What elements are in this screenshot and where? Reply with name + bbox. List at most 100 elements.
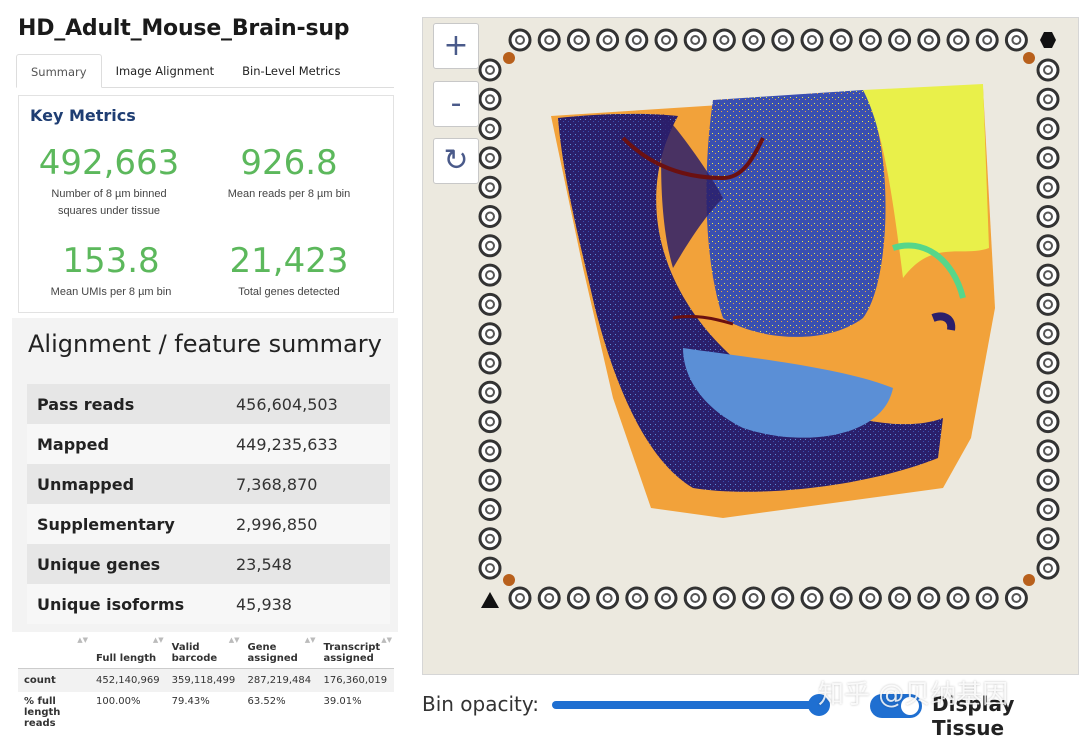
table-row: Supplementary 2,996,850 [27,504,390,544]
row-value: 449,235,633 [236,424,390,464]
fiducial-ring-center [485,563,495,574]
fiducial-ring-center [923,35,934,45]
fiducial-ring-center [485,123,495,134]
fiducial-ring-center [1043,445,1053,456]
fiducial-ring-center [485,152,495,163]
fiducial-ring-center [631,593,642,603]
fiducial-ring [478,439,502,463]
fiducial-ring-center [1043,270,1053,281]
fiducial-ring-center [719,593,730,603]
fiducial-ring-center [1043,387,1053,398]
fiducial-ring-center [1011,35,1022,45]
fiducial-ring [478,58,502,82]
table-cell: 287,219,484 [241,668,318,692]
toggle-knob[interactable] [901,697,919,715]
row-label: Supplementary [27,504,236,544]
row-label: % full length reads [24,696,61,729]
row-label: count [18,668,90,692]
fiducial-ring [478,263,502,287]
orientation-triangle-marker [481,592,499,608]
column-header[interactable]: ▲▼ [18,634,90,669]
fiducial-frame [478,28,1060,610]
metric-mean-reads: 926.8 Mean reads per 8 µm bin [199,144,379,203]
fiducial-ring-center [573,35,584,45]
fiducial-ring [1004,28,1028,52]
fiducial-ring [946,28,970,52]
fiducial-ring [478,527,502,551]
tissue-image [478,28,1060,610]
fiducial-ring [508,586,532,610]
fiducial-ring-center [836,35,847,45]
slider-track[interactable] [552,701,822,709]
fiducial-ring [712,586,736,610]
fiducial-ring-center [748,593,759,603]
fiducial-ring [478,380,502,404]
read-counts-table-container: ▲▼ ▲▼ Full length ▲▼ Valid barcode ▲▼ Gene … [18,634,394,733]
table-cell: 39.01% [323,696,362,707]
fiducial-ring [478,292,502,316]
fiducial-ring [1036,146,1060,170]
reset-view-button[interactable]: ↻ [433,138,479,184]
fiducial-ring [478,175,502,199]
table-header-row: ▲▼ ▲▼ Full length ▲▼ Valid barcode ▲▼ Gene … [18,634,394,669]
fiducial-ring [566,586,590,610]
column-header-transcript-assigned[interactable]: ▲▼ Transcript assigned [317,634,394,669]
row-value: 7,368,870 [236,464,390,504]
fiducial-ring [771,28,795,52]
corner-marker [503,52,515,64]
fiducial-ring [683,28,707,52]
fiducial-ring-center [1043,504,1053,515]
fiducial-ring [478,205,502,228]
fiducial-ring [478,87,502,111]
fiducial-ring-center [777,593,788,603]
row-label: Unmapped [27,464,236,504]
summary-panel: HD_Adult_Mouse_Brain-sup Summary Image A… [0,0,400,739]
fiducial-ring [975,586,999,610]
read-counts-table: ▲▼ ▲▼ Full length ▲▼ Valid barcode ▲▼ Gene … [18,634,394,733]
row-value: 456,604,503 [236,384,390,424]
zoom-in-button[interactable]: + [433,23,479,69]
fiducial-ring-center [485,94,495,105]
fiducial-ring [1036,292,1060,316]
column-header-gene-assigned[interactable]: ▲▼ Gene assigned [241,634,318,669]
metric-value: 21,423 [229,241,349,281]
fiducial-ring [478,351,502,375]
metric-total-genes: 21,423 Total genes detected [199,242,379,301]
fiducial-ring-center [602,35,613,45]
fiducial-ring-center [953,35,963,45]
fiducial-ring [917,586,941,610]
fiducial-ring [1036,556,1060,580]
tab-image-alignment[interactable]: Image Alignment [115,64,215,78]
column-header-full-length[interactable]: ▲▼ Full length [90,634,166,669]
sort-icon: ▲▼ [381,636,392,644]
row-label: Mapped [27,424,236,464]
fiducial-ring-center [661,593,671,603]
fiducial-ring [566,28,590,52]
fiducial-ring [478,468,502,492]
fiducial-ring-center [777,35,788,45]
tab-bin-level-metrics[interactable]: Bin-Level Metrics [242,64,341,78]
slider-handle[interactable] [808,694,830,716]
table-cell: 176,360,019 [317,668,394,692]
fiducial-ring [1036,468,1060,492]
fiducial-ring [654,28,678,52]
fiducial-ring [478,117,502,141]
table-row: Pass reads 456,604,503 [27,384,390,424]
fiducial-ring [683,586,707,610]
metric-value: 492,663 [38,143,180,183]
fiducial-ring-center [515,35,525,45]
fiducial-ring [771,586,795,610]
fiducial-ring-center [1011,593,1022,603]
tab-summary[interactable]: Summary [16,54,102,88]
display-tissue-toggle[interactable] [870,694,922,718]
fiducial-ring [1036,351,1060,375]
bin-opacity-slider[interactable] [552,694,830,716]
tissue-image-viewer[interactable]: + - ↻ [422,17,1079,675]
fiducial-ring-center [690,35,701,45]
column-header-valid-barcode[interactable]: ▲▼ Valid barcode [165,634,242,669]
key-metrics-title: Key Metrics [30,106,136,125]
fiducial-ring-center [485,358,495,368]
zoom-out-button[interactable]: - [433,81,479,127]
fiducial-ring-center [807,35,817,45]
image-viewer-panel: + - ↻ Bin opacity: Display Tissue 知乎 @贝纳… [400,0,1080,739]
